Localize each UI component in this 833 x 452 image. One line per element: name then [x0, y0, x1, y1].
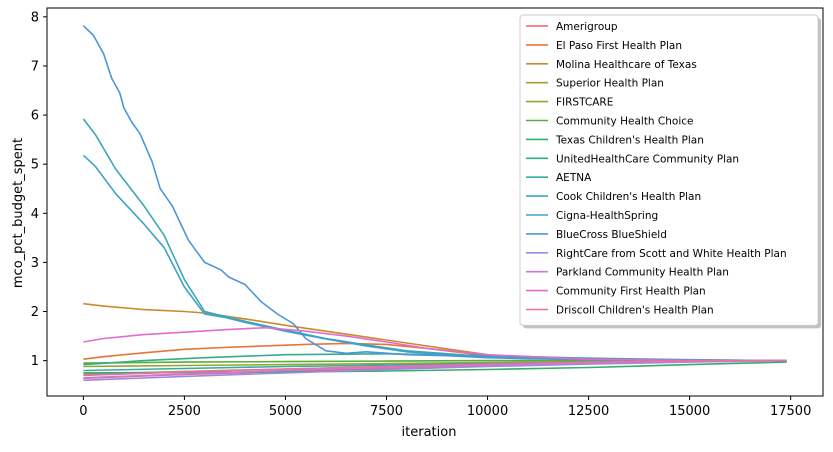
legend-label: FIRSTCARE [556, 97, 613, 109]
legend-label: Cook Children's Health Plan [556, 191, 701, 203]
legend-label: UnitedHealthCare Community Plan [556, 153, 739, 165]
legend-label: Driscoll Children's Health Plan [556, 305, 714, 317]
legend-label: AETNA [556, 172, 592, 184]
legend-label: RightCare from Scott and White Health Pl… [556, 248, 787, 260]
y-tick-label: 6 [31, 109, 39, 124]
legend: Amerigroup El Paso First Health Plan Molin… [519, 14, 821, 329]
x-tick-label: 12500 [568, 404, 609, 419]
x-axis-label: iteration [402, 425, 457, 440]
legend-label: Texas Children's Health Plan [555, 134, 704, 146]
legend-label: Community Health Choice [556, 116, 693, 128]
y-tick-label: 1 [31, 354, 39, 369]
y-tick-label: 3 [31, 256, 39, 271]
x-tick-label: 0 [79, 404, 87, 419]
x-tick-label: 2500 [168, 404, 201, 419]
y-tick-label: 8 [31, 10, 39, 25]
legend-label: Amerigroup [556, 21, 618, 33]
y-tick-label: 4 [31, 207, 39, 222]
x-tick-label: 7500 [370, 404, 403, 419]
y-tick-label: 7 [31, 59, 39, 74]
x-tick-label: 5000 [269, 404, 302, 419]
legend-label: Superior Health Plan [556, 78, 664, 90]
legend-label: Molina Healthcare of Texas [556, 59, 697, 71]
series-line-14 [83, 326, 787, 362]
series-line-15 [83, 359, 787, 377]
legend-label: BlueCross BlueShield [556, 229, 667, 241]
x-tick-label: 17500 [770, 404, 811, 419]
legend-label: El Paso First Health Plan [556, 40, 682, 52]
legend-label: Parkland Community Health Plan [556, 267, 729, 279]
plot-area [82, 25, 787, 382]
legend-box [519, 14, 819, 326]
legend-label: Community First Health Plan [556, 286, 706, 298]
y-axis-label: mco_pct_budget_spent [11, 138, 26, 288]
y-tick-label: 2 [31, 305, 39, 320]
legend-label: Cigna-HealthSpring [556, 210, 658, 222]
axes: 0 2500 5000 7500 10000 12500 15000 17500 1 2 3 4 5 6 7… [31, 7, 824, 419]
x-tick-label: 15000 [669, 404, 710, 419]
x-tick-label: 10000 [467, 404, 508, 419]
y-tick-label: 5 [31, 158, 39, 173]
plot-frame [46, 7, 824, 397]
series-line-6 [83, 361, 787, 374]
series-line-11 [82, 25, 787, 362]
